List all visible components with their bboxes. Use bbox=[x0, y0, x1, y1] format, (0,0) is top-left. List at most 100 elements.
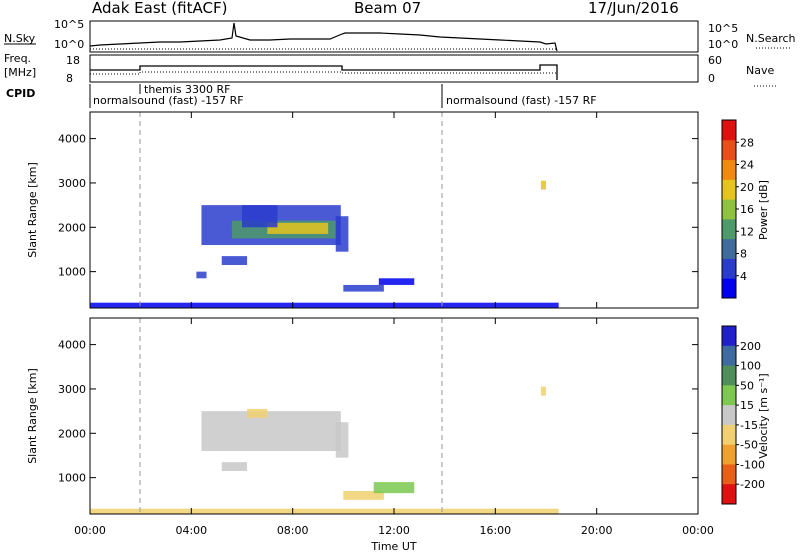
heatmap-cell bbox=[90, 508, 559, 514]
colorbar-swatch bbox=[722, 326, 736, 347]
colorbar-tick-label: 200 bbox=[740, 340, 761, 353]
colorbar-swatch bbox=[722, 345, 736, 367]
colorbar-frame bbox=[721, 325, 737, 505]
colorbar-swatch bbox=[722, 365, 736, 386]
nave-tick-top: 60 bbox=[708, 54, 722, 67]
power-yticks: 4000 3000 2000 1000 bbox=[58, 133, 698, 279]
freq-trace bbox=[90, 64, 558, 80]
nsky-panel bbox=[89, 20, 699, 53]
colorbar-tick-label: 15 bbox=[740, 399, 754, 412]
velocity-colorbar: 200 100 50 15 -15 -50 -100 -200 bbox=[721, 325, 765, 505]
nsky-label: N.Sky bbox=[4, 32, 36, 45]
heatmap-cell bbox=[378, 278, 415, 285]
nave-label: Nave bbox=[746, 64, 774, 77]
colorbar-swatch bbox=[722, 199, 736, 220]
colorbar-tick-label: 12 bbox=[740, 225, 754, 238]
nave-tick-bottom: 0 bbox=[708, 72, 715, 85]
velocity-yticks: 4000 3000 2000 1000 bbox=[58, 339, 698, 485]
x-tick-label: 08:00 bbox=[277, 524, 309, 537]
heatmap-cell bbox=[335, 216, 349, 252]
freq-tick-top: 18 bbox=[66, 54, 80, 67]
x-tick-label: 12:00 bbox=[378, 524, 410, 537]
power-ylabel: Slant Range [km] bbox=[26, 162, 39, 258]
colorbar-swatch bbox=[722, 464, 736, 485]
heatmap-cell bbox=[335, 422, 349, 458]
heatmap-cell bbox=[196, 271, 207, 279]
cpid-segment-0: normalsound (fast) -157 RF bbox=[93, 94, 244, 107]
cpid-label: CPID bbox=[6, 87, 35, 100]
colorbar-swatch bbox=[722, 385, 736, 406]
nsky-trace bbox=[89, 22, 558, 52]
site-title: Adak East (fitACF) bbox=[92, 0, 227, 17]
freq-panel bbox=[89, 54, 699, 83]
y-tick-label: 3000 bbox=[58, 383, 86, 396]
heatmap-cell bbox=[373, 482, 415, 494]
colorbar-swatch bbox=[722, 278, 736, 299]
colorbar-tick-label: -50 bbox=[740, 439, 758, 452]
heatmap-cell bbox=[267, 222, 329, 234]
heatmap-cell bbox=[540, 180, 546, 190]
colorbar-swatch bbox=[722, 218, 736, 240]
heatmap-cell bbox=[343, 284, 384, 292]
colorbar-tick-label: 50 bbox=[740, 379, 754, 392]
cpid-segment-1: themis 3300 RF bbox=[144, 83, 231, 96]
colorbar-swatch bbox=[722, 238, 736, 259]
y-tick-label: 1000 bbox=[58, 472, 86, 485]
beam-title: Beam 07 bbox=[354, 0, 421, 17]
heatmap-cell bbox=[242, 205, 278, 228]
cpid-segment-2: normalsound (fast) -157 RF bbox=[446, 94, 597, 107]
colorbar-tick-label: 100 bbox=[740, 360, 761, 373]
colorbar-tick-label: 4 bbox=[740, 270, 747, 283]
heatmap-cell bbox=[540, 386, 546, 396]
power-colorbar-title: Power [dB] bbox=[757, 180, 770, 240]
velocity-ylabel: Slant Range [km] bbox=[26, 368, 39, 464]
velocity-panel: 4000 3000 2000 1000 00:00 04:00 08:00 12:00 16:… bbox=[58, 112, 714, 537]
nsky-tick-bottom: 10^0 bbox=[54, 38, 84, 51]
colorbar-tick-label: -100 bbox=[740, 458, 765, 471]
colorbar-tick-label: 24 bbox=[740, 159, 754, 172]
colorbar-swatch bbox=[722, 484, 736, 505]
colorbar-swatch bbox=[722, 179, 736, 200]
x-tick-label: 20:00 bbox=[581, 524, 613, 537]
y-tick-label: 4000 bbox=[58, 133, 86, 146]
x-tick-label: 00:00 bbox=[682, 524, 714, 537]
x-tick-label: 04:00 bbox=[175, 524, 207, 537]
nsearch-tick-bottom: 10^0 bbox=[708, 38, 738, 51]
heatmap-cell bbox=[201, 411, 341, 452]
heatmap-cell bbox=[343, 490, 384, 500]
colorbar-swatch bbox=[722, 120, 736, 141]
freq-unit: [MHz] bbox=[4, 66, 36, 79]
y-tick-label: 2000 bbox=[58, 427, 86, 440]
colorbar-tick-label: 16 bbox=[740, 203, 754, 216]
colorbar-swatch bbox=[722, 258, 736, 279]
x-tick-label: 16:00 bbox=[479, 524, 511, 537]
freq-label: Freq. bbox=[4, 52, 31, 65]
heatmap-cell bbox=[221, 462, 248, 471]
colorbar-tick-label: -15 bbox=[740, 419, 758, 432]
colorbar-tick-label: 20 bbox=[740, 181, 754, 194]
heatmap-cell bbox=[247, 408, 268, 418]
y-tick-label: 1000 bbox=[58, 266, 86, 279]
x-tick-label: 00:00 bbox=[74, 524, 106, 537]
nsearch-tick-top: 10^5 bbox=[708, 22, 738, 35]
nsky-tick-top: 10^5 bbox=[54, 18, 84, 31]
colorbar-tick-label: 8 bbox=[740, 248, 747, 261]
colorbar-swatch bbox=[722, 424, 736, 446]
nsearch-label: N.Search bbox=[746, 32, 796, 45]
colorbar-swatch bbox=[722, 159, 736, 180]
freq-tick-bottom: 8 bbox=[66, 72, 73, 85]
x-axis-ticks: 00:00 04:00 08:00 12:00 16:00 20:00 00:00 bbox=[74, 112, 714, 537]
velocity-colorbar-title: Velocity [m s⁻¹] bbox=[757, 373, 770, 458]
colorbar-tick-label: -200 bbox=[740, 478, 765, 491]
colorbar-swatch bbox=[722, 405, 736, 426]
power-colorbar: 28 24 20 16 12 8 4 bbox=[721, 119, 754, 299]
power-heatmap bbox=[90, 180, 559, 308]
y-tick-label: 4000 bbox=[58, 339, 86, 352]
y-tick-label: 2000 bbox=[58, 221, 86, 234]
colorbar-tick-label: 28 bbox=[740, 136, 754, 149]
nave-trace bbox=[90, 71, 557, 75]
y-tick-label: 3000 bbox=[58, 177, 86, 190]
colorbar-swatch bbox=[722, 139, 736, 161]
heatmap-cell bbox=[221, 256, 248, 265]
